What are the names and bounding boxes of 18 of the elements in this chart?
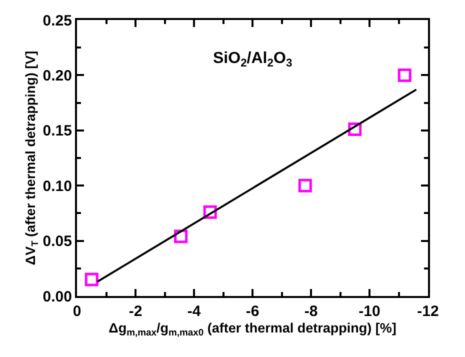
x-tick-label: -10 xyxy=(358,303,380,320)
point xyxy=(84,272,98,286)
x-axis-title: Δg$_{m,max}$/g$_{m,max0}$ (after thermal detrapping) [%] xyxy=(108,320,396,338)
y-tick-label: 0.20 xyxy=(42,67,72,84)
point xyxy=(298,178,312,192)
point xyxy=(398,68,412,82)
x-tick-label: -4 xyxy=(187,303,202,320)
x-tick-label: 0 xyxy=(72,303,82,320)
x-tick-label: -2 xyxy=(128,303,142,320)
x-tick-label: -8 xyxy=(304,303,318,320)
y-tick-label: 0.05 xyxy=(42,233,72,250)
y-tick-label: 0.15 xyxy=(42,122,72,140)
x-tick-label: -12 xyxy=(417,303,439,320)
y-tick-label: 0.10 xyxy=(42,178,72,195)
annotation: SiO$_{2}$/Al$_{2}$O$_{3}$ xyxy=(213,50,292,70)
y-tick-label: 0.25 xyxy=(42,12,72,30)
x-tick-label: -6 xyxy=(246,303,260,320)
y-tick-label: 0.00 xyxy=(42,288,72,306)
